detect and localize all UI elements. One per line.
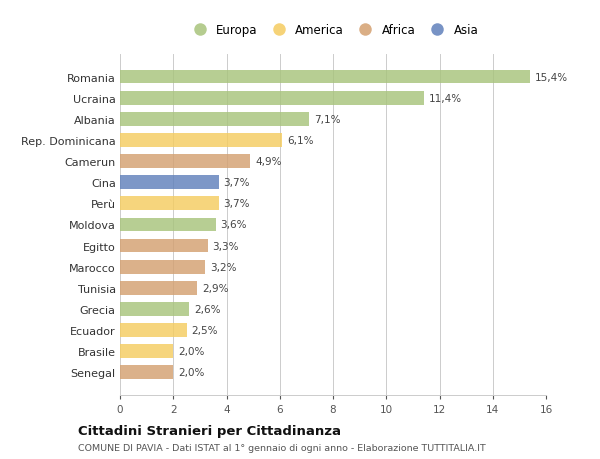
- Text: 11,4%: 11,4%: [428, 94, 461, 103]
- Text: 2,6%: 2,6%: [194, 304, 221, 314]
- Bar: [120, 345, 173, 358]
- Text: Cittadini Stranieri per Cittadinanza: Cittadini Stranieri per Cittadinanza: [78, 425, 341, 437]
- Bar: [120, 71, 530, 84]
- Bar: [120, 260, 205, 274]
- Text: 3,2%: 3,2%: [210, 262, 236, 272]
- Text: 3,7%: 3,7%: [223, 199, 250, 209]
- Text: 2,0%: 2,0%: [178, 368, 205, 377]
- Bar: [120, 134, 283, 147]
- Bar: [120, 155, 250, 168]
- Text: 15,4%: 15,4%: [535, 73, 568, 82]
- Text: 6,1%: 6,1%: [287, 135, 314, 146]
- Bar: [120, 176, 218, 190]
- Text: 3,6%: 3,6%: [221, 220, 247, 230]
- Bar: [120, 218, 216, 232]
- Bar: [120, 197, 218, 211]
- Bar: [120, 92, 424, 105]
- Text: 3,3%: 3,3%: [212, 241, 239, 251]
- Text: 2,5%: 2,5%: [191, 325, 218, 335]
- Legend: Europa, America, Africa, Asia: Europa, America, Africa, Asia: [184, 20, 482, 40]
- Bar: [120, 324, 187, 337]
- Text: COMUNE DI PAVIA - Dati ISTAT al 1° gennaio di ogni anno - Elaborazione TUTTITALI: COMUNE DI PAVIA - Dati ISTAT al 1° genna…: [78, 443, 486, 452]
- Text: 7,1%: 7,1%: [314, 115, 340, 124]
- Bar: [120, 366, 173, 379]
- Bar: [120, 112, 309, 126]
- Text: 2,9%: 2,9%: [202, 283, 229, 293]
- Bar: [120, 302, 189, 316]
- Text: 4,9%: 4,9%: [255, 157, 282, 167]
- Bar: [120, 281, 197, 295]
- Text: 2,0%: 2,0%: [178, 347, 205, 356]
- Text: 3,7%: 3,7%: [223, 178, 250, 188]
- Bar: [120, 239, 208, 253]
